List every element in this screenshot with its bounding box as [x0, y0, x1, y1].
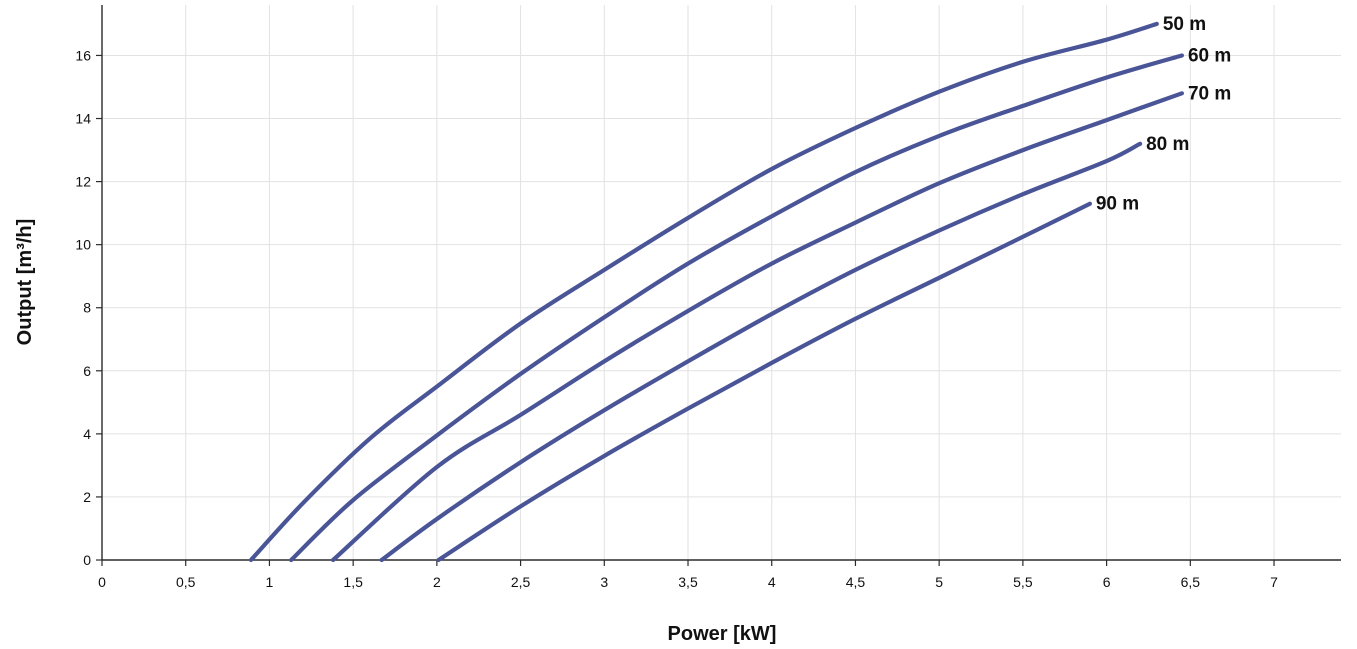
y-tick-label: 6 [83, 363, 91, 379]
x-tick-label: 5 [935, 574, 943, 590]
y-tick-label: 0 [83, 552, 91, 568]
x-tick-label: 6,5 [1181, 574, 1201, 590]
series-line [379, 141, 1143, 563]
series-line [436, 201, 1092, 563]
x-tick-label: 1 [266, 574, 274, 590]
x-tick-label: 4,5 [846, 574, 866, 590]
series-label: 90 m [1096, 194, 1139, 215]
y-tick-label: 12 [75, 174, 91, 190]
y-tick-label: 8 [83, 300, 91, 316]
series-label: 70 m [1188, 83, 1231, 104]
grid [102, 5, 1341, 560]
series-line [331, 91, 1184, 563]
series-labels: 50 m 60 m 70 m 80 m 90 m [1096, 14, 1231, 215]
ticks: 0 0,5 1 1,5 2 2,5 3 3,5 4 4,5 5 5,5 6 6,5 7 0 2 4 6 8 10 12 14… [75, 47, 1278, 590]
y-tick-label: 2 [83, 489, 91, 505]
x-tick-label: 3 [600, 574, 608, 590]
series-line [289, 53, 1184, 563]
x-axis-title: Power [kW] [668, 623, 777, 645]
series-label: 50 m [1163, 14, 1206, 35]
series-line [248, 21, 1159, 563]
x-tick-label: 3,5 [678, 574, 698, 590]
y-axis-title: Output [m³/h] [14, 219, 36, 346]
y-tick-label: 4 [83, 426, 91, 442]
x-tick-label: 0,5 [176, 574, 196, 590]
x-tick-label: 6 [1103, 574, 1111, 590]
x-tick-label: 2,5 [511, 574, 531, 590]
series-label: 80 m [1146, 134, 1189, 155]
x-tick-label: 5,5 [1013, 574, 1033, 590]
y-tick-label: 16 [75, 47, 91, 63]
y-tick-label: 14 [75, 111, 91, 127]
series [248, 21, 1184, 563]
y-tick-label: 10 [75, 237, 91, 253]
x-tick-label: 7 [1270, 574, 1278, 590]
axes [101, 5, 1341, 561]
x-tick-label: 1,5 [343, 574, 363, 590]
series-label: 60 m [1188, 45, 1231, 66]
x-tick-label: 4 [768, 574, 776, 590]
x-tick-label: 2 [433, 574, 441, 590]
x-tick-label: 0 [98, 574, 106, 590]
